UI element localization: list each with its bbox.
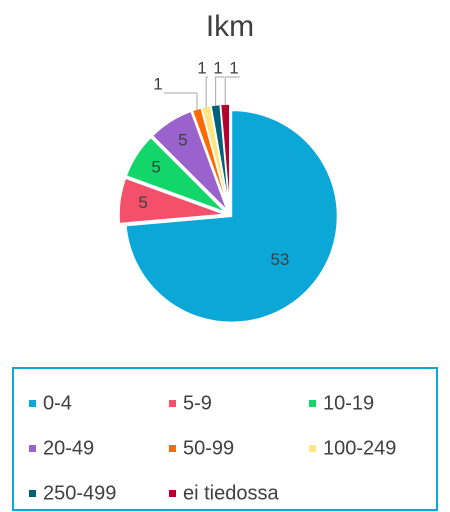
data-label: 1: [153, 74, 162, 93]
leader-line: [205, 76, 208, 108]
leader-line: [215, 76, 224, 106]
legend-label: 100-249: [323, 437, 396, 459]
legend-label: 20-49: [43, 437, 94, 459]
data-label: 53: [270, 250, 289, 269]
pie-slice: [118, 177, 226, 225]
data-label: 1: [213, 58, 222, 77]
data-label: 5: [178, 131, 187, 150]
legend-label: ei tiedossa: [183, 482, 279, 504]
legend-label: 5-9: [183, 392, 212, 414]
pie-slice: [125, 109, 339, 324]
legend-swatch: [29, 445, 36, 452]
leader-line: [224, 76, 240, 106]
data-label: 5: [138, 193, 147, 212]
legend-label: 10-19: [323, 392, 374, 414]
legend-swatch: [169, 445, 176, 452]
legend-swatch: [309, 400, 316, 407]
pie-slice: [125, 136, 227, 214]
legend-swatch: [29, 490, 36, 497]
data-label: 1: [197, 58, 206, 77]
leader-line: [164, 92, 198, 111]
legend-swatch: [169, 400, 176, 407]
legend-label: 0-4: [43, 392, 72, 414]
legend-label: 250-499: [43, 482, 116, 504]
legend-label: 50-99: [183, 437, 234, 459]
legend-swatch: [309, 445, 316, 452]
pie-slice: [151, 110, 229, 212]
legend-swatch: [29, 400, 36, 407]
legend-swatch: [169, 490, 176, 497]
data-label: 5: [151, 157, 160, 176]
legend-box: [12, 367, 438, 511]
chart-title: Ikm: [206, 10, 254, 43]
data-label: 1: [229, 58, 238, 77]
